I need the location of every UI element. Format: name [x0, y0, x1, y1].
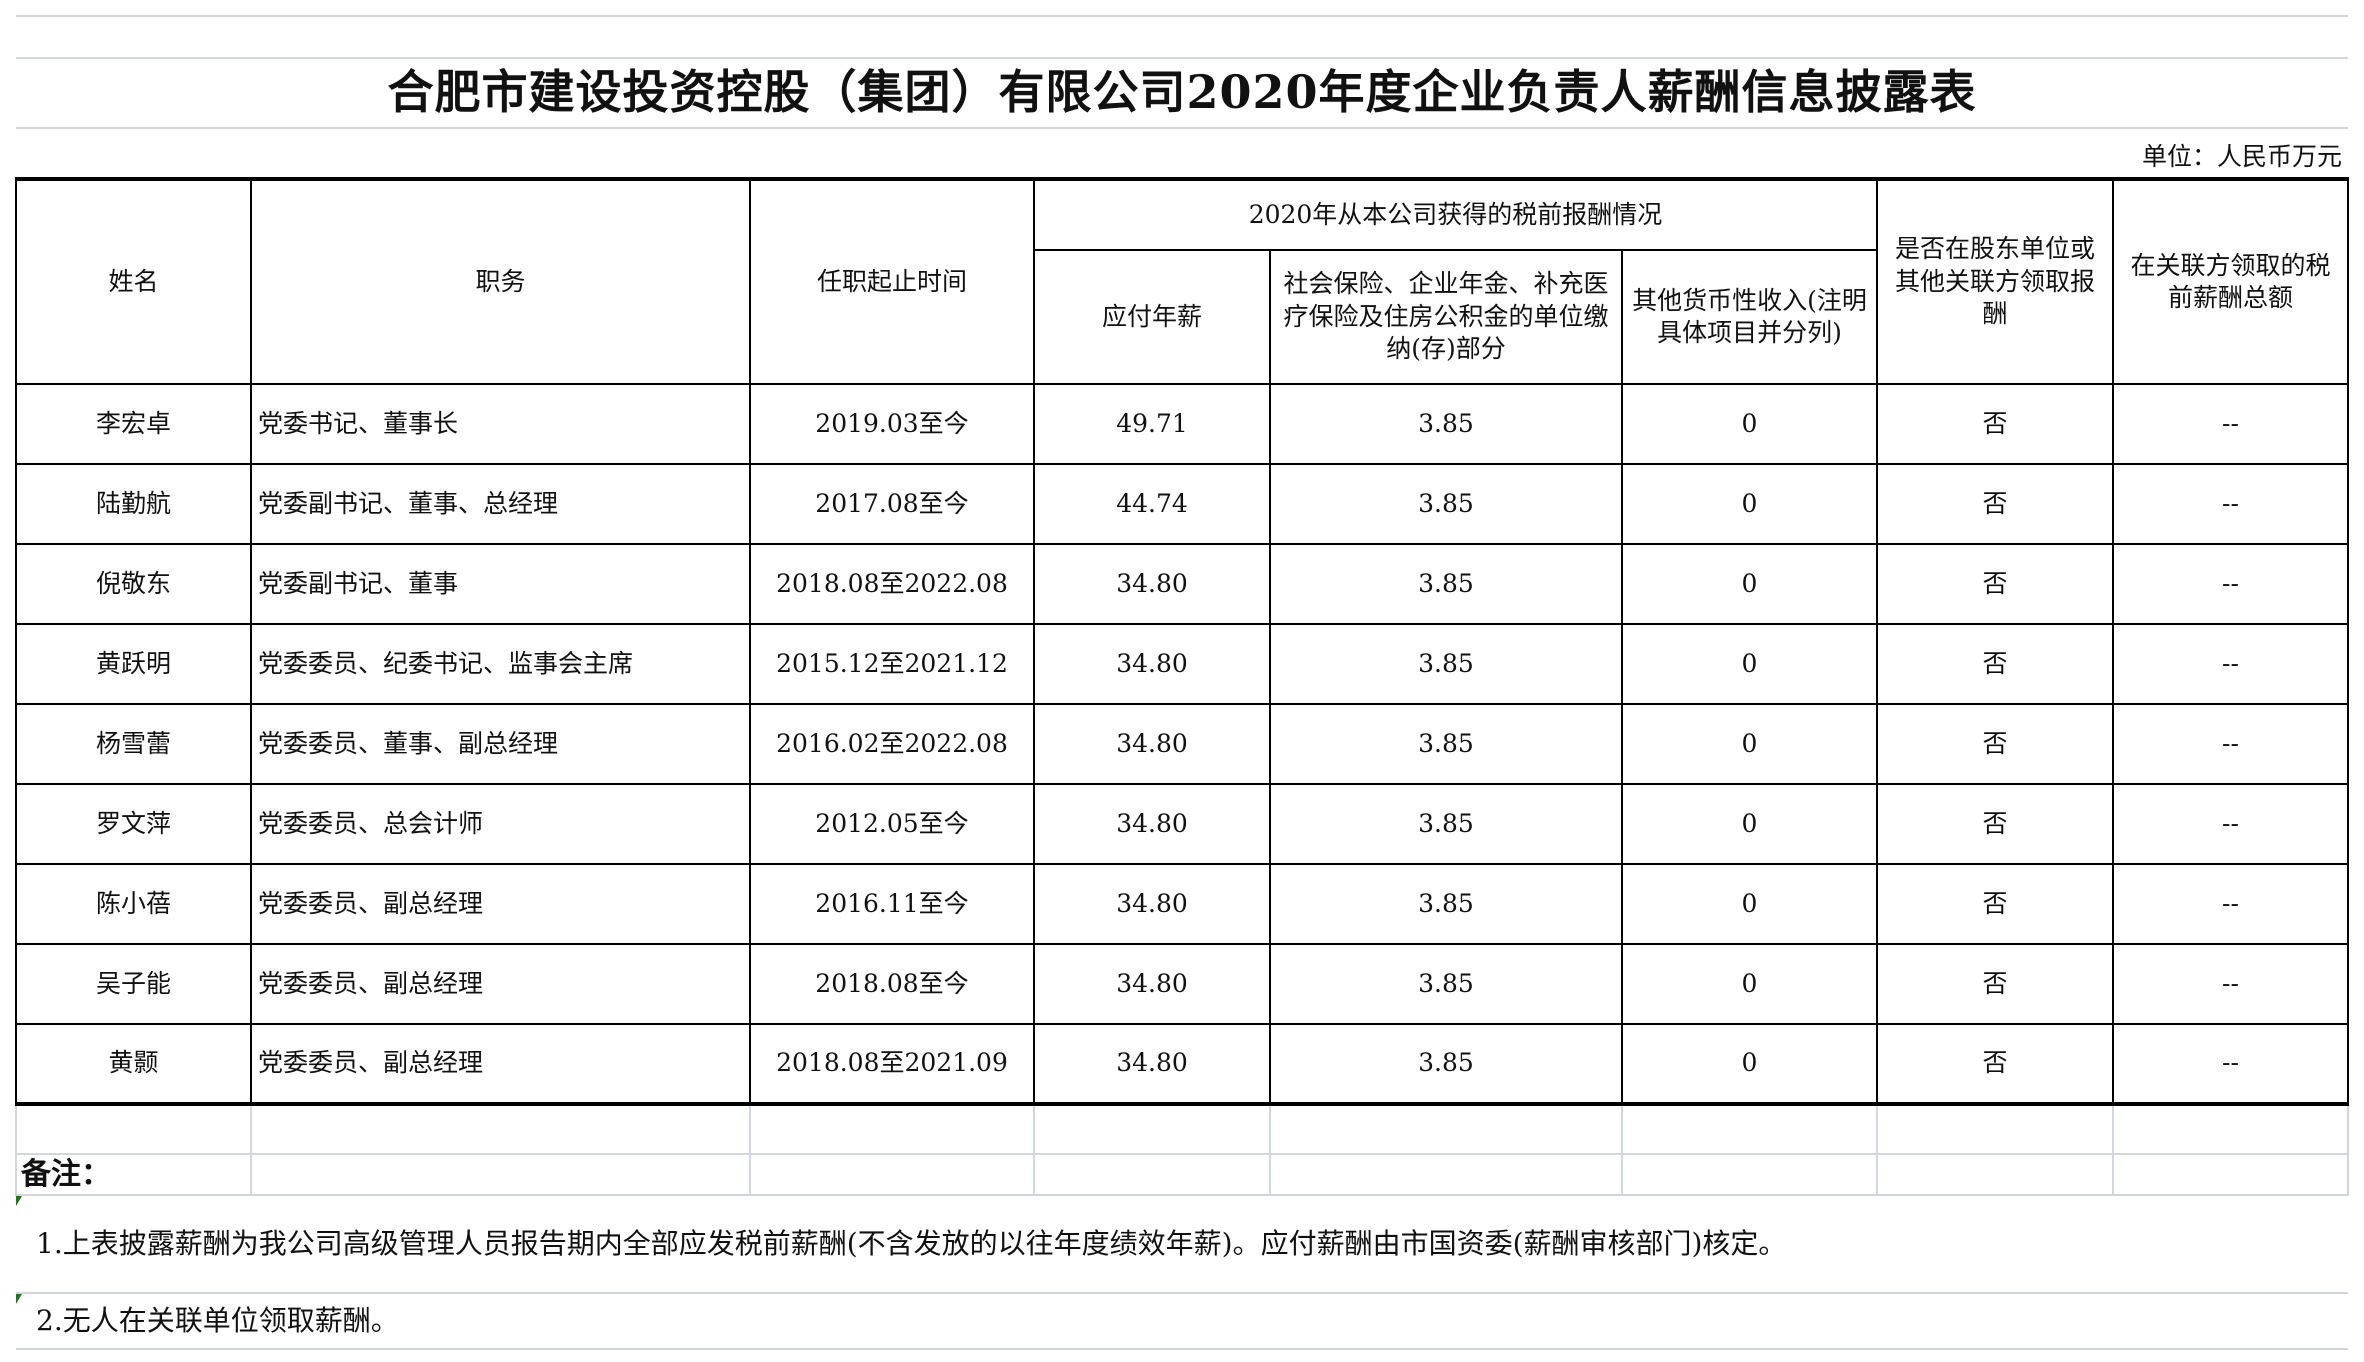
- cell-salary: 34.80: [1033, 703, 1271, 785]
- cell-term: 2018.08至2022.08: [749, 543, 1035, 625]
- header-group: 2020年从本公司获得的税前报酬情况: [1033, 177, 1878, 251]
- cell-insurance: 3.85: [1269, 543, 1623, 625]
- cell-name: 倪敬东: [15, 543, 252, 625]
- header-insurance: 社会保险、企业年金、补充医疗保险及住房公积金的单位缴纳(存)部分: [1269, 249, 1623, 385]
- cell-related-total: --: [2112, 943, 2349, 1025]
- cell-shareholder: 否: [1876, 543, 2114, 625]
- cell-other: 0: [1621, 383, 1878, 465]
- cell-related-total: --: [2112, 783, 2349, 865]
- cell-related-total: --: [2112, 383, 2349, 465]
- cell-salary: 34.80: [1033, 543, 1271, 625]
- cell-insurance: 3.85: [1269, 463, 1623, 545]
- cell-related-total: --: [2112, 1023, 2349, 1106]
- salary-disclosure-table: 合肥市建设投资控股（集团）有限公司2020年度企业负责人薪酬信息披露表 单位：人…: [15, 15, 2349, 1350]
- cell-related-total: --: [2112, 543, 2349, 625]
- cell-insurance: 3.85: [1269, 703, 1623, 785]
- cell-salary: 49.71: [1033, 383, 1271, 465]
- cell-position: 党委委员、总会计师: [250, 783, 751, 865]
- cell-insurance: 3.85: [1269, 383, 1623, 465]
- cell-shareholder: 否: [1876, 1023, 2114, 1106]
- cell-other: 0: [1621, 703, 1878, 785]
- cell-position: 党委委员、副总经理: [250, 863, 751, 945]
- cell-term: 2017.08至今: [749, 463, 1035, 545]
- cell-insurance: 3.85: [1269, 783, 1623, 865]
- cell-shareholder: 否: [1876, 623, 2114, 705]
- unit-label: 单位：人民币万元: [16, 127, 2348, 180]
- header-related-total: 在关联方领取的税前薪酬总额: [2112, 177, 2349, 385]
- table-row: 罗文萍 党委委员、总会计师 2012.05至今 34.80 3.85 0 否 --: [15, 783, 2349, 865]
- table-row: 黄跃明 党委委员、纪委书记、监事会主席 2015.12至2021.12 34.80 3.…: [15, 623, 2349, 705]
- table-row: 陆勤航 党委副书记、董事、总经理 2017.08至今 44.74 3.85 0 否 --: [15, 463, 2349, 545]
- cell-position: 党委委员、副总经理: [250, 943, 751, 1025]
- cell-term: 2019.03至今: [749, 383, 1035, 465]
- cell-name: 陈小蓓: [15, 863, 252, 945]
- cell-shareholder: 否: [1876, 383, 2114, 465]
- cell-position: 党委委员、副总经理: [250, 1023, 751, 1106]
- cell-other: 0: [1621, 943, 1878, 1025]
- cell-other: 0: [1621, 863, 1878, 945]
- table-row: 杨雪蕾 党委委员、董事、副总经理 2016.02至2022.08 34.80 3.85 0…: [15, 703, 2349, 785]
- note-2: 2.无人在关联单位领取薪酬。: [16, 1292, 2348, 1350]
- cell-salary: 34.80: [1033, 783, 1271, 865]
- cell-other: 0: [1621, 1023, 1878, 1106]
- cell-term: 2016.02至2022.08: [749, 703, 1035, 785]
- cell-position: 党委委员、纪委书记、监事会主席: [250, 623, 751, 705]
- cell-name: 吴子能: [15, 943, 252, 1025]
- header-other: 其他货币性收入(注明具体项目并分列): [1621, 249, 1878, 385]
- note-1: 1.上表披露薪酬为我公司高级管理人员报告期内全部应发税前薪酬(不含发放的以往年度…: [16, 1194, 2348, 1294]
- cell-related-total: --: [2112, 463, 2349, 545]
- cell-position: 党委书记、董事长: [250, 383, 751, 465]
- header-name: 姓名: [15, 177, 252, 385]
- empty-row: [16, 15, 2348, 59]
- cell-name: 陆勤航: [15, 463, 252, 545]
- cell-position: 党委委员、董事、副总经理: [250, 703, 751, 785]
- cell-term: 2018.08至2021.09: [749, 1023, 1035, 1106]
- table-row: 倪敬东 党委副书记、董事 2018.08至2022.08 34.80 3.85 0 否 --: [15, 543, 2349, 625]
- cell-position: 党委副书记、董事: [250, 543, 751, 625]
- cell-shareholder: 否: [1876, 783, 2114, 865]
- cell-shareholder: 否: [1876, 703, 2114, 785]
- table-row: 陈小蓓 党委委员、副总经理 2016.11至今 34.80 3.85 0 否 --: [15, 863, 2349, 945]
- table-row: 黄颢 党委委员、副总经理 2018.08至2021.09 34.80 3.85 0 否 --: [15, 1023, 2349, 1106]
- header-term: 任职起止时间: [749, 177, 1035, 385]
- cell-insurance: 3.85: [1269, 623, 1623, 705]
- cell-salary: 34.80: [1033, 1023, 1271, 1106]
- cell-position: 党委副书记、董事、总经理: [250, 463, 751, 545]
- cell-related-total: --: [2112, 623, 2349, 705]
- note-1-text: 1.上表披露薪酬为我公司高级管理人员报告期内全部应发税前薪酬(不含发放的以往年度…: [36, 1226, 1787, 1260]
- notes-label: 备注：: [15, 1153, 252, 1196]
- cell-salary: 34.80: [1033, 863, 1271, 945]
- cell-other: 0: [1621, 783, 1878, 865]
- cell-other: 0: [1621, 463, 1878, 545]
- cell-name: 李宏卓: [15, 383, 252, 465]
- cell-shareholder: 否: [1876, 463, 2114, 545]
- note-2-text: 2.无人在关联单位领取薪酬。: [36, 1303, 399, 1337]
- cell-salary: 34.80: [1033, 623, 1271, 705]
- cell-name: 黄跃明: [15, 623, 252, 705]
- cell-other: 0: [1621, 623, 1878, 705]
- cell-insurance: 3.85: [1269, 1023, 1623, 1106]
- header-salary: 应付年薪: [1033, 249, 1271, 385]
- cell-salary: 34.80: [1033, 943, 1271, 1025]
- cell-related-total: --: [2112, 703, 2349, 785]
- cell-term: 2018.08至今: [749, 943, 1035, 1025]
- header-shareholder: 是否在股东单位或其他关联方领取报酬: [1876, 177, 2114, 385]
- cell-related-total: --: [2112, 863, 2349, 945]
- cell-shareholder: 否: [1876, 863, 2114, 945]
- cell-term: 2015.12至2021.12: [749, 623, 1035, 705]
- cell-shareholder: 否: [1876, 943, 2114, 1025]
- cell-name: 杨雪蕾: [15, 703, 252, 785]
- cell-insurance: 3.85: [1269, 863, 1623, 945]
- cell-term: 2012.05至今: [749, 783, 1035, 865]
- header-position: 职务: [250, 177, 751, 385]
- cell-other: 0: [1621, 543, 1878, 625]
- cell-insurance: 3.85: [1269, 943, 1623, 1025]
- cell-term: 2016.11至今: [749, 863, 1035, 945]
- cell-name: 罗文萍: [15, 783, 252, 865]
- cell-salary: 44.74: [1033, 463, 1271, 545]
- table-row: 吴子能 党委委员、副总经理 2018.08至今 34.80 3.85 0 否 --: [15, 943, 2349, 1025]
- table-row: 李宏卓 党委书记、董事长 2019.03至今 49.71 3.85 0 否 --: [15, 383, 2349, 465]
- page-title: 合肥市建设投资控股（集团）有限公司2020年度企业负责人薪酬信息披露表: [16, 57, 2348, 129]
- cell-name: 黄颢: [15, 1023, 252, 1106]
